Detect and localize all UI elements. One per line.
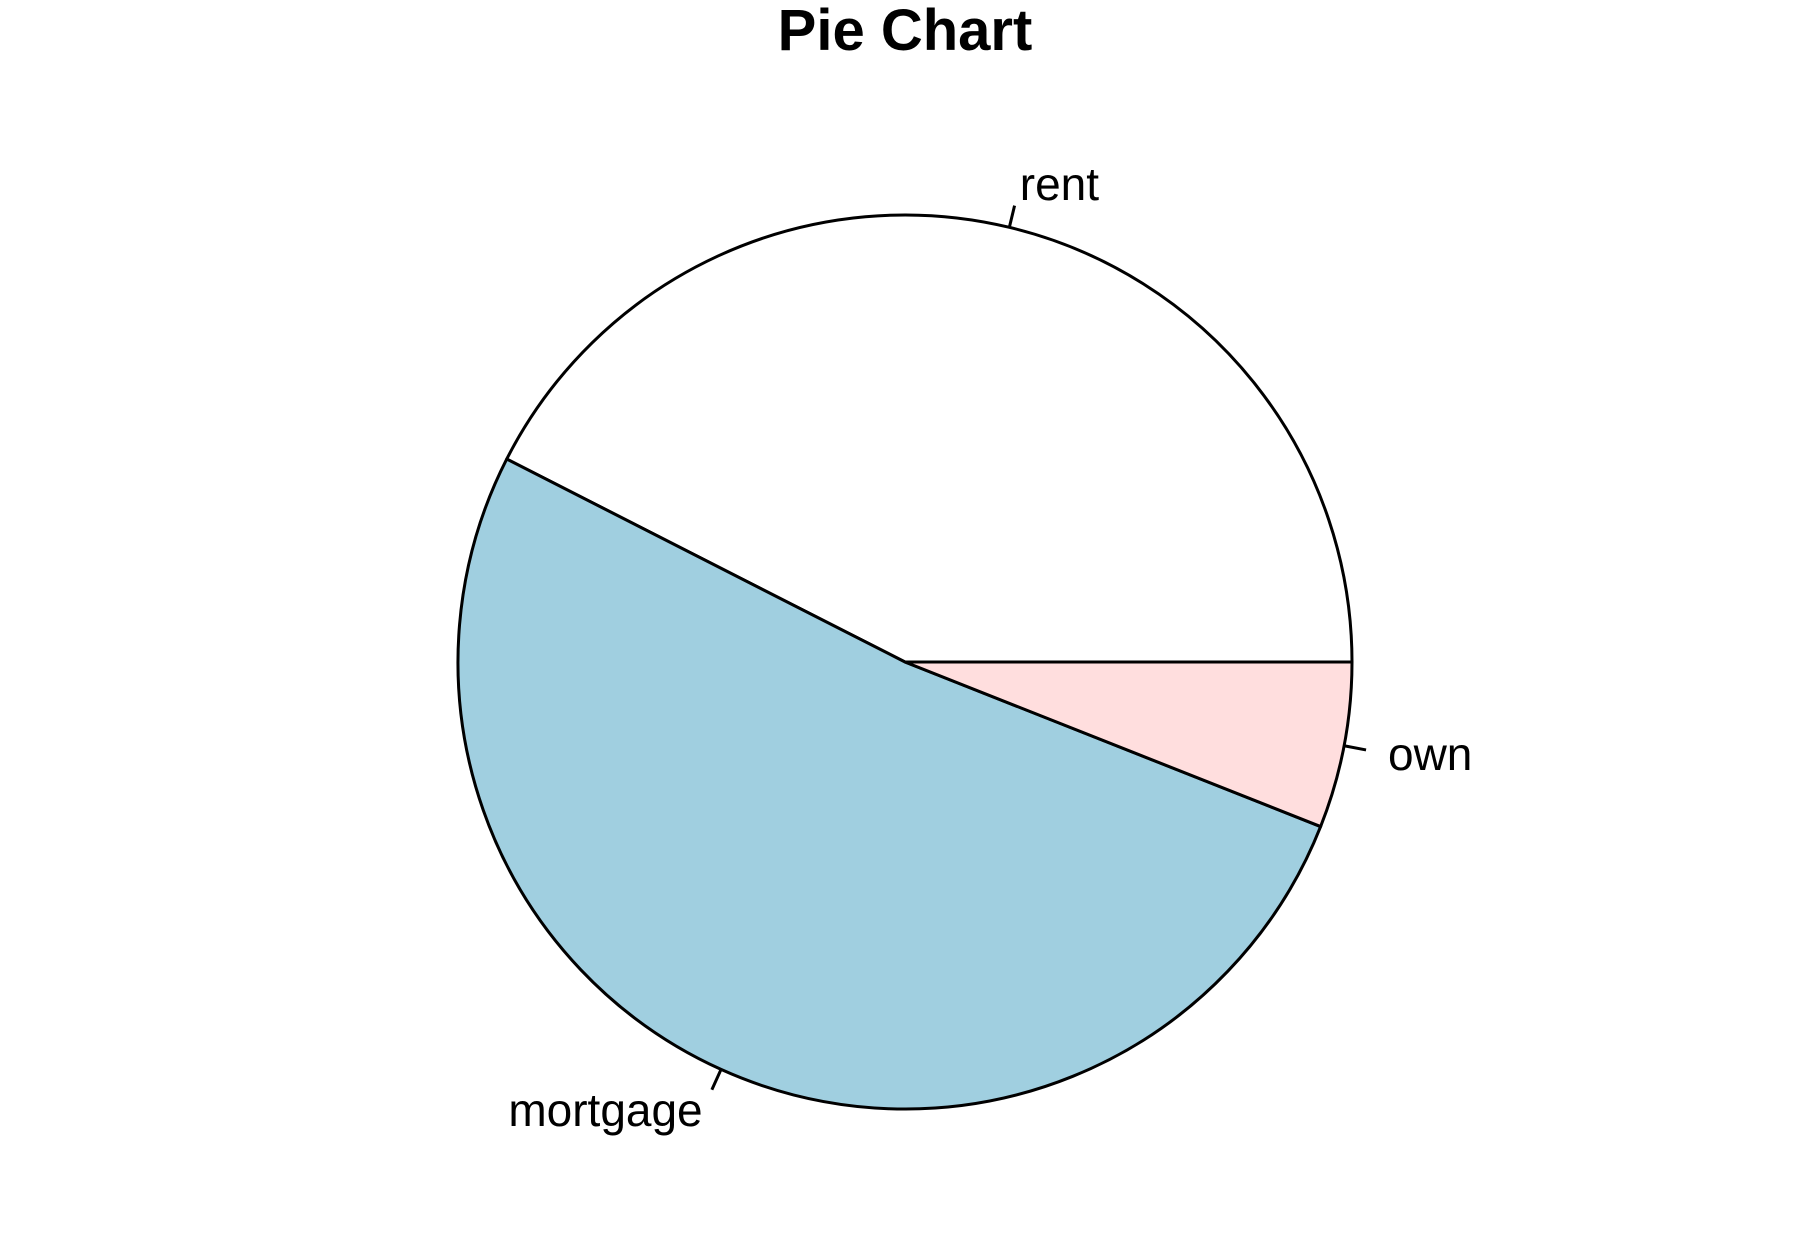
pie-label-own: own [1388, 728, 1472, 780]
pie-slice-mortgage [456, 457, 1323, 1111]
pie-labels: rent mortgage own [508, 158, 1472, 1136]
pie-slice-rent [505, 213, 1354, 664]
pie-label-tick-mortgage [710, 1068, 723, 1091]
pie-label-tick-rent [1007, 205, 1017, 228]
chart-title: Pie Chart [778, 0, 1033, 63]
pie-label-tick-own [1343, 744, 1367, 752]
pie-label-mortgage: mortgage [508, 1084, 702, 1136]
pie-slices [456, 213, 1354, 1111]
pie-label-rent: rent [1020, 158, 1099, 210]
